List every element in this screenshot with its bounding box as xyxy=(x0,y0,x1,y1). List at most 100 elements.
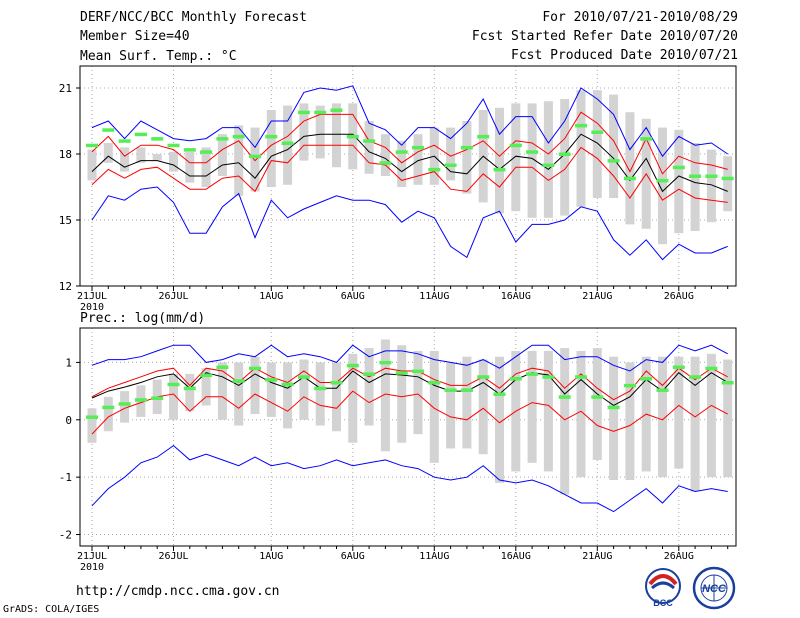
spread-bar xyxy=(446,362,456,449)
observed-marker xyxy=(86,143,98,148)
observed-marker xyxy=(151,137,164,141)
bcc-logo-icon: BCC xyxy=(645,568,681,608)
observed-marker xyxy=(558,395,571,399)
x-tick-label: 21JUL xyxy=(77,291,107,302)
series-line-mean xyxy=(91,133,728,193)
spread-bar xyxy=(364,121,374,174)
source-url[interactable]: http://cmdp.ncc.cma.gov.cn xyxy=(76,584,280,599)
spread-bar xyxy=(201,368,211,406)
spread-bar xyxy=(576,90,586,207)
ncc-logo-icon: NCC xyxy=(692,566,736,610)
x-tick-label: 11AUG xyxy=(419,551,449,562)
spread-bar xyxy=(380,134,390,176)
chart-title: DERF/NCC/BCC Monthly Forecast xyxy=(80,10,307,25)
spread-bar xyxy=(592,348,602,460)
spread-bar xyxy=(495,107,504,214)
spread-bar xyxy=(250,356,260,415)
series-line-max xyxy=(91,85,728,158)
observed-marker xyxy=(705,366,718,371)
observed-marker xyxy=(460,388,473,392)
panel-title: Mean Surf. Temp.: °C xyxy=(80,49,237,64)
observed-marker xyxy=(297,375,310,379)
observed-marker xyxy=(428,381,441,385)
observed-marker xyxy=(183,386,196,391)
plot-frame xyxy=(79,65,737,287)
observed-marker xyxy=(363,372,376,376)
observed-marker xyxy=(395,371,408,375)
plot-frame xyxy=(79,327,737,547)
forecast-produced-label: Fcst Produced Date 2010/07/21 xyxy=(511,48,738,63)
observed-marker xyxy=(444,163,457,167)
observed-marker xyxy=(346,363,359,368)
spread-bar xyxy=(152,154,162,161)
spread-bar xyxy=(674,129,684,234)
spread-bar xyxy=(348,353,358,443)
x-tick-label: 16AUG xyxy=(501,291,531,302)
spread-bar xyxy=(397,345,407,443)
observed-marker xyxy=(640,376,653,381)
grads-credit: GrADS: COLA/IGES xyxy=(3,604,100,615)
spread-bar xyxy=(397,140,407,187)
spread-bar xyxy=(87,408,97,443)
y-tick-label: 1 xyxy=(65,356,72,369)
observed-marker xyxy=(509,143,522,148)
x-tick-label: 21AUG xyxy=(582,291,612,302)
observed-marker xyxy=(575,375,587,379)
observed-marker xyxy=(330,108,343,112)
observed-marker xyxy=(428,167,441,172)
spread-bar xyxy=(527,103,537,218)
spread-bar xyxy=(87,149,97,181)
x-tick-label: 26AUG xyxy=(664,551,694,562)
spread-bar xyxy=(136,147,146,163)
observed-marker xyxy=(297,110,310,115)
spread-bar xyxy=(462,356,472,449)
observed-marker xyxy=(249,154,261,159)
spread-bar xyxy=(495,356,504,483)
x-tick-label: 16AUG xyxy=(501,551,531,562)
spread-bar xyxy=(576,350,586,478)
member-size-label: Member Size=40 xyxy=(80,29,190,44)
observed-marker xyxy=(689,174,702,178)
spread-bar xyxy=(478,359,488,455)
series-line-p10 xyxy=(91,144,728,203)
panel-1: Mean Surf. Temp.: °C 12 15 18 21 21JUL 26JUL 1A… xyxy=(59,49,737,313)
spread-bar xyxy=(625,362,635,481)
spread-bar xyxy=(429,350,439,463)
observed-marker xyxy=(412,145,424,150)
spread-bar xyxy=(690,143,700,231)
spread-bar xyxy=(332,362,341,432)
spread-bar xyxy=(103,143,113,163)
forecast-period-label: For 2010/07/21-2010/08/29 xyxy=(542,10,738,25)
observed-marker xyxy=(526,372,539,376)
observed-marker xyxy=(623,383,636,388)
ncc-logo-text: NCC xyxy=(702,583,727,595)
panel-title: Prec.: log(mm/d) xyxy=(80,311,205,326)
observed-marker xyxy=(216,365,229,370)
observed-marker xyxy=(363,139,376,143)
observed-marker xyxy=(591,130,604,134)
observed-marker xyxy=(330,381,343,385)
spread-bar xyxy=(234,125,244,196)
observed-marker xyxy=(200,373,213,378)
spread-bar xyxy=(706,353,716,478)
x-tick-label: 26JUL xyxy=(158,291,188,302)
observed-marker xyxy=(314,386,327,391)
spread-bar xyxy=(250,127,260,192)
y-tick-label: 12 xyxy=(59,280,72,293)
observed-marker xyxy=(477,375,490,379)
spread-bar xyxy=(315,105,325,159)
spread-bar xyxy=(625,112,635,225)
series-line-p90 xyxy=(91,367,728,401)
observed-marker xyxy=(134,398,147,402)
x-tick-year-label: 2010 xyxy=(80,562,104,573)
x-tick-label: 26AUG xyxy=(664,291,694,302)
spread-bar xyxy=(511,103,521,212)
observed-marker xyxy=(216,137,229,141)
x-tick-label: 11AUG xyxy=(419,291,449,302)
observed-marker xyxy=(134,132,147,137)
forecast-started-label: Fcst Started Refer Date 2010/07/20 xyxy=(471,29,738,44)
observed-marker xyxy=(314,110,327,115)
observed-marker xyxy=(591,395,604,399)
observed-marker xyxy=(265,134,278,139)
